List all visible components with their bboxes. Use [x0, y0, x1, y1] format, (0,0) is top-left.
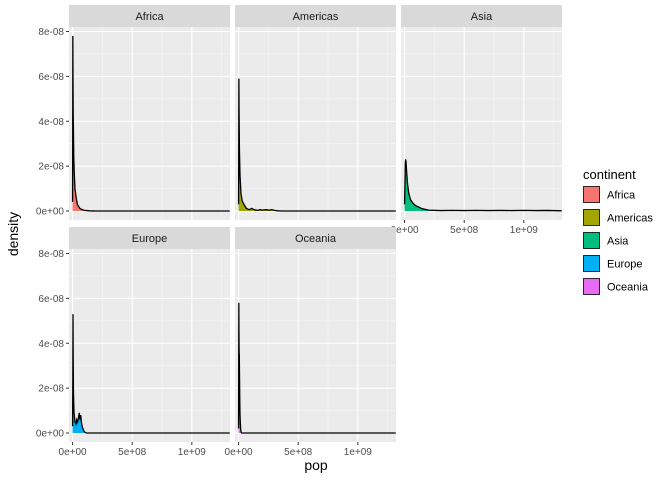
x-tick-label: 0e+00: [225, 447, 254, 458]
facet-panels: Africa 0e+00 2e-08 4e-08 6e-08 8e-08 Americas A…: [36, 5, 562, 458]
legend-items: Africa Americas Asia Europe Oceania: [583, 186, 653, 295]
facet-strip-label-europe: Europe: [132, 233, 167, 245]
y-tick-label: 6e-08: [38, 72, 64, 83]
legend-swatch-oceania: [583, 278, 600, 295]
x-axis-title: pop: [304, 457, 328, 473]
legend-label-oceania: Oceania: [607, 282, 649, 294]
x-tick-label: 1e+09: [178, 447, 207, 458]
legend: continent Africa Americas Asia Europe Oceani…: [583, 167, 653, 295]
panel-background-asia: [401, 27, 562, 220]
y-tick-label: 6e-08: [38, 294, 64, 305]
legend-label-africa: Africa: [607, 190, 636, 202]
x-tick-label: 0e+00: [391, 225, 420, 236]
y-axis-title-group: density: [5, 212, 21, 256]
y-tick-label: 8e-08: [38, 249, 64, 260]
x-tick-label: 5e+08: [284, 447, 313, 458]
facet-europe: Europe 0e+00 2e-08 4e-08 6e-08 8e-08 0e+00 5e+0…: [36, 227, 230, 458]
x-tick-label: 0e+00: [59, 447, 88, 458]
density-line-americas: [237, 78, 396, 212]
y-tick-label: 0e+00: [36, 429, 65, 440]
facet-strip-label-africa: Africa: [135, 11, 164, 23]
facet-americas: Americas: [235, 5, 396, 220]
facet-africa: Africa 0e+00 2e-08 4e-08 6e-08 8e-08: [36, 5, 230, 220]
facet-strip-label-americas: Americas: [293, 11, 339, 23]
legend-title: continent: [583, 167, 636, 182]
facet-strip-label-oceania: Oceania: [295, 233, 337, 245]
x-tick-label: 5e+08: [450, 225, 479, 236]
y-tick-label: 0e+00: [36, 207, 65, 218]
legend-swatch-europe: [583, 255, 600, 272]
panel-background-africa: [69, 27, 230, 220]
facet-strip-asia: [401, 5, 562, 27]
facet-asia: Asia 0e+00 5e+08 1e+09: [391, 5, 562, 236]
facet-strip-americas: [235, 5, 396, 27]
x-tick-label: 1e+09: [510, 225, 539, 236]
panel-background-europe: [69, 249, 230, 442]
legend-swatch-americas: [583, 209, 600, 226]
x-tick-label: 5e+08: [118, 447, 147, 458]
facet-strip-africa: [69, 5, 230, 27]
y-tick-label: 2e-08: [38, 384, 64, 395]
y-tick-label: 4e-08: [38, 339, 64, 350]
legend-label-europe: Europe: [607, 259, 642, 271]
density-line-africa: [71, 35, 230, 212]
legend-label-americas: Americas: [607, 213, 653, 225]
y-axis-title: density: [5, 212, 21, 256]
legend-label-asia: Asia: [607, 236, 629, 248]
facet-strip-label-asia: Asia: [471, 11, 493, 23]
facet-strip-europe: [69, 227, 230, 249]
y-tick-label: 2e-08: [38, 162, 64, 173]
legend-swatch-asia: [583, 232, 600, 249]
panel-background-americas: [235, 27, 396, 220]
facet-strip-oceania: [235, 227, 396, 249]
x-tick-label: 1e+09: [344, 447, 373, 458]
legend-swatch-africa: [583, 186, 600, 203]
density-line-asia: [403, 159, 562, 212]
density-line-europe: [71, 314, 230, 434]
density-line-oceania: [237, 302, 396, 434]
panel-background-oceania: [235, 249, 396, 442]
y-tick-label: 8e-08: [38, 27, 64, 38]
y-tick-label: 4e-08: [38, 117, 64, 128]
facet-oceania: Oceania 0e+00 5e+08 1e+09: [225, 227, 396, 458]
